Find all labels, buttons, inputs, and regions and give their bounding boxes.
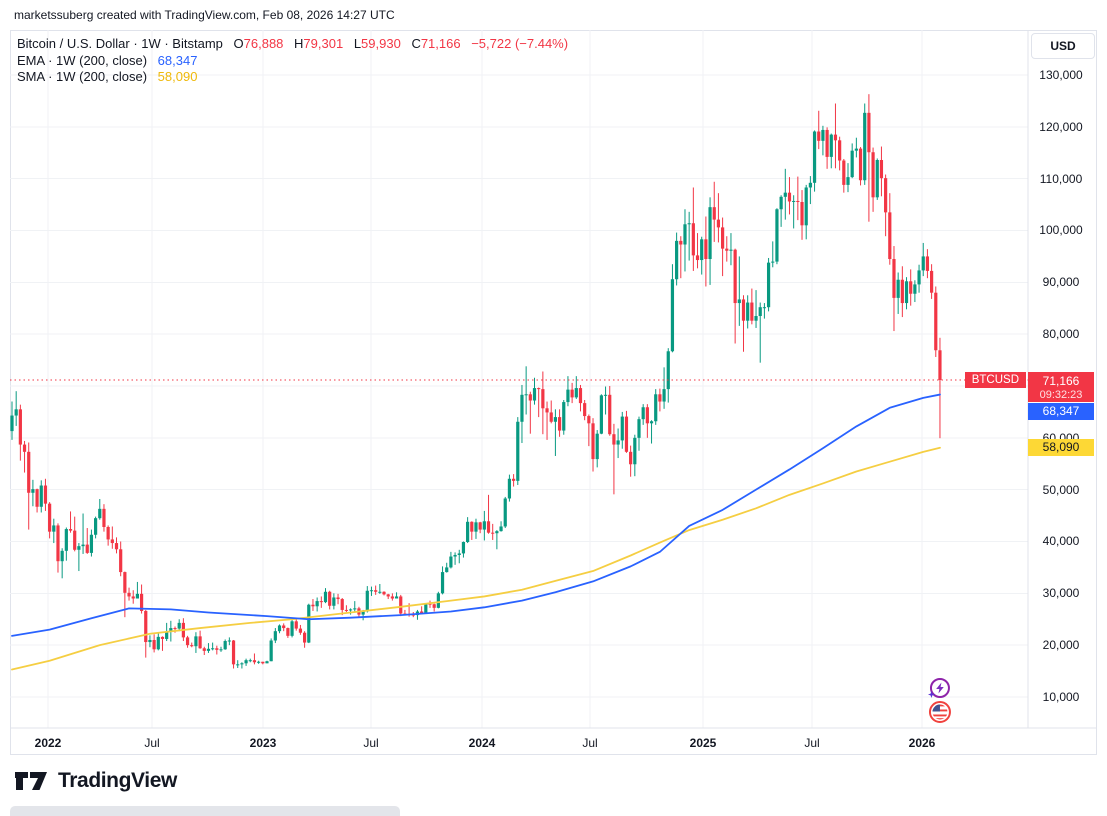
high-value: 79,301 bbox=[303, 36, 344, 51]
change-value: −5,722 (−7.44%) bbox=[471, 36, 569, 51]
time-axis-label: 2024 bbox=[468, 736, 496, 750]
sma-price-tag: 58,090 bbox=[1028, 439, 1094, 457]
footer: TradingView bbox=[14, 768, 177, 794]
price-axis-label: 100,000 bbox=[1039, 223, 1083, 238]
bottom-bar bbox=[10, 806, 400, 816]
time-axis-label: 2025 bbox=[689, 736, 717, 750]
us-flag-event-icon[interactable] bbox=[928, 701, 951, 723]
close-value: 71,166 bbox=[420, 36, 461, 51]
price-chart[interactable] bbox=[10, 30, 1097, 755]
price-axis-label: 10,000 bbox=[1042, 689, 1080, 704]
price-axis-label: 30,000 bbox=[1042, 586, 1080, 601]
chart-widget bbox=[10, 30, 1097, 755]
close-label: C bbox=[411, 36, 421, 51]
ema-price-tag: 68,347 bbox=[1028, 403, 1094, 421]
symbol-price-tag: BTCUSD bbox=[964, 371, 1026, 388]
sma-value: 58,090 bbox=[157, 69, 198, 84]
price-axis-label: 80,000 bbox=[1042, 327, 1080, 342]
time-axis-label: 2026 bbox=[908, 736, 936, 750]
price-axis-label: 120,000 bbox=[1039, 119, 1083, 134]
price-axis-label: 40,000 bbox=[1042, 534, 1080, 549]
sma-legend-row: SMA · 1W (200, close) 58,090 bbox=[17, 69, 568, 86]
open-label: O bbox=[233, 36, 244, 51]
open-value: 76,888 bbox=[243, 36, 284, 51]
ema-legend-row: EMA · 1W (200, close) 68,347 bbox=[17, 53, 568, 70]
time-axis-label: 2023 bbox=[249, 736, 277, 750]
sma-title: SMA · 1W (200, close) bbox=[17, 69, 148, 84]
price-axis-label: 110,000 bbox=[1039, 171, 1083, 186]
tradingview-logo-icon bbox=[15, 772, 47, 790]
low-value: 59,930 bbox=[361, 36, 401, 51]
time-axis-label: Jul bbox=[144, 736, 160, 750]
price-axis-label: 130,000 bbox=[1039, 68, 1083, 82]
time-axis-label: Jul bbox=[582, 736, 598, 750]
symbol-legend-row: Bitcoin / U.S. Dollar · 1W · Bitstamp O7… bbox=[17, 36, 568, 53]
chart-legend: Bitcoin / U.S. Dollar · 1W · Bitstamp O7… bbox=[17, 36, 568, 86]
last-price-value: 71,166 bbox=[1042, 374, 1080, 389]
time-axis-label: Jul bbox=[363, 736, 379, 750]
ema-value: 68,347 bbox=[157, 52, 198, 68]
low-label: L bbox=[353, 36, 362, 51]
time-axis-label: 2022 bbox=[34, 736, 62, 750]
attribution-text: marketssuberg created with TradingView.c… bbox=[14, 8, 395, 22]
currency-toggle-button[interactable]: USD bbox=[1031, 33, 1095, 59]
ema-title: EMA · 1W (200, close) bbox=[17, 52, 148, 68]
high-label: H bbox=[294, 36, 304, 51]
price-axis-label: 90,000 bbox=[1042, 275, 1080, 290]
lightning-event-icon[interactable] bbox=[927, 678, 950, 698]
time-axis-label: Jul bbox=[804, 736, 820, 750]
price-axis-label: 50,000 bbox=[1042, 482, 1080, 497]
tradingview-brand-text: TradingView bbox=[58, 769, 177, 792]
price-axis-label: 20,000 bbox=[1042, 638, 1080, 653]
last-price-tag: 71,166 09:32:23 bbox=[1028, 372, 1094, 403]
bar-countdown: 09:32:23 bbox=[1039, 389, 1083, 402]
symbol-title: Bitcoin / U.S. Dollar · 1W · Bitstamp bbox=[17, 36, 223, 51]
